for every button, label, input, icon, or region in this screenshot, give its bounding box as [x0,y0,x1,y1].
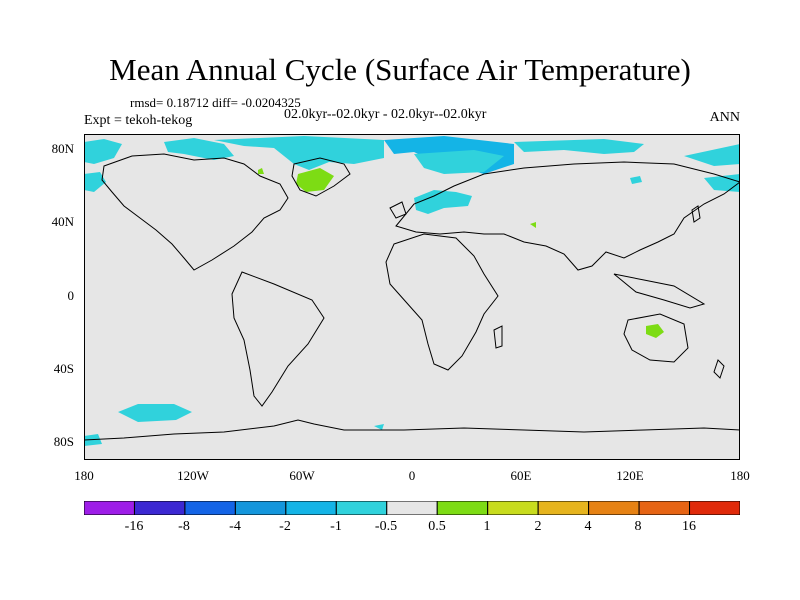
colorbar [84,501,740,515]
lon-label-0: 0 [408,468,416,483]
colorbar-label: 1 [483,519,491,534]
coastlines [84,153,740,441]
lon-label-120e: 120E [616,468,644,483]
stats-line: rmsd= 0.18712 diff= -0.0204325 [130,95,301,110]
colorbar-swatch [689,501,740,515]
lat-label-40n: 40N [51,214,74,229]
colorbar-label: -0.5 [374,519,398,534]
anomaly-canada-green [258,168,264,174]
anomaly-north-pacific [704,174,740,192]
season-label: ANN [709,110,740,125]
colorbar-swatch [537,501,590,515]
map-frame [84,134,740,460]
colorbar-label: 2 [534,519,542,534]
colorbar-swatch [234,501,287,515]
colorbar-label: 16 [682,519,696,534]
anomaly-south-pacific [118,404,192,422]
anomaly-small-asia [630,176,642,184]
coast-japan [691,205,701,223]
colorbar-label: 8 [634,519,642,534]
anomaly-scandinavia [414,150,504,174]
colorbar-label: 4 [584,519,592,534]
lon-label-120w: 120W [177,468,209,483]
lat-label-40s: 40S [53,361,74,376]
lat-label-80s: 80S [53,434,74,449]
coast-africa [385,233,499,371]
coast-north-america [101,153,289,271]
chart-title: Mean Annual Cycle (Surface Air Temperatu… [109,52,691,87]
anomaly-europe [414,190,472,214]
colorbar-label: -16 [124,519,144,534]
anomaly-alaska [84,139,122,164]
colorbar-swatch [285,501,337,515]
colorbar-label: 0.5 [428,519,446,534]
coast-south-america [231,271,325,407]
colorbar-label: -2 [279,519,291,534]
colorbar-swatch [133,501,186,515]
colorbar-swatch [335,501,388,515]
anomaly-weddell [374,424,384,430]
coast-eurasia [395,161,740,271]
subtitle: 02.0kyr--02.0kyr - 02.0kyr--02.0kyr [284,107,487,122]
colorbar-swatch [436,501,489,515]
anomaly-canada-arctic [164,138,234,160]
world-map [84,134,740,460]
coast-antarctica [84,419,740,441]
anomaly-bering [84,172,106,192]
colorbar-swatch [487,501,539,515]
anomaly-east-siberia [684,144,740,166]
lon-label-60w: 60W [289,468,315,483]
coast-uk [389,201,407,219]
lat-label-0: 0 [67,288,75,303]
coast-madagascar [493,325,503,349]
colorbar-swatch [386,501,438,515]
map-background [84,134,740,460]
coast-indonesia [613,273,706,309]
colorbar-swatch [84,501,135,515]
anomaly-asia-green [530,222,536,228]
coast-new-zealand [713,359,725,379]
colorbar-label: -4 [229,519,241,534]
colorbar-swatch [184,501,236,515]
anomaly-australia-green [646,324,664,338]
experiment-label: Expt = tekoh-tekog [84,113,193,128]
colorbar-label: -1 [330,519,342,534]
colorbar-swatch [638,501,691,515]
colorbar-swatch [588,501,640,515]
anomaly-siberia [514,139,644,154]
lat-label-80n: 80N [51,141,74,156]
anomaly-antarctic-neutral [84,432,740,460]
coast-australia [623,313,689,363]
lon-label-60e: 60E [510,468,532,483]
colorbar-label: -8 [178,519,190,534]
anomaly-greenland-green [296,168,334,192]
lon-label-180w: 180 [74,468,94,483]
lon-label-180e: 180 [730,468,750,483]
coast-greenland [291,157,351,197]
anomaly-greenland-arctic [214,136,384,170]
